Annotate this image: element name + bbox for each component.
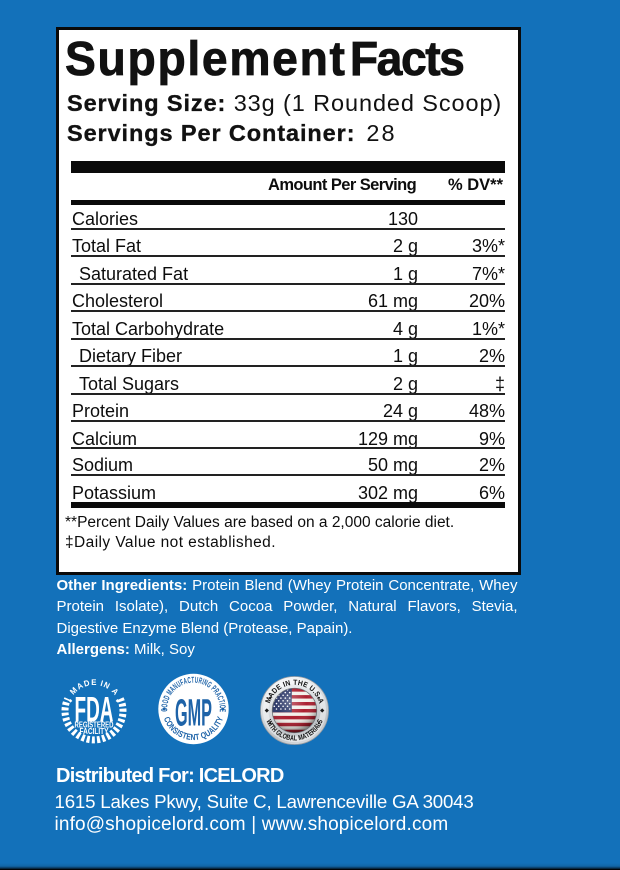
- svg-text:O: O: [281, 732, 288, 741]
- svg-text:N: N: [285, 679, 291, 687]
- svg-text:FDA: FDA: [75, 691, 114, 730]
- svg-text:S: S: [316, 717, 325, 724]
- svg-text:S: S: [176, 729, 185, 740]
- svg-text:C: C: [187, 677, 192, 686]
- svg-text:A: A: [301, 732, 308, 741]
- svg-text:E: E: [307, 729, 315, 738]
- svg-text:T: T: [181, 730, 188, 741]
- svg-text:R: R: [197, 677, 202, 686]
- svg-text:E: E: [275, 683, 283, 692]
- svg-text:G: G: [274, 729, 282, 738]
- svg-text:I: I: [217, 703, 226, 706]
- svg-text:L: L: [315, 721, 324, 728]
- svg-text:A: A: [75, 681, 85, 692]
- svg-text:N: N: [102, 680, 111, 691]
- svg-text:M: M: [265, 696, 274, 704]
- svg-text:C: C: [162, 715, 173, 724]
- svg-text:T: T: [213, 718, 224, 727]
- svg-text:D: D: [163, 695, 172, 702]
- svg-text:Y: Y: [214, 715, 225, 723]
- svg-text:P: P: [209, 685, 217, 694]
- svg-text:N: N: [172, 683, 180, 692]
- svg-text:O: O: [164, 719, 175, 729]
- svg-text:U: U: [307, 684, 315, 693]
- svg-text:L: L: [294, 734, 298, 742]
- svg-text:T: T: [216, 699, 225, 705]
- svg-text:L: L: [210, 723, 220, 733]
- svg-text:D: D: [83, 678, 91, 688]
- svg-text:B: B: [285, 733, 291, 742]
- svg-text:A: A: [267, 691, 276, 699]
- svg-text:I: I: [282, 681, 286, 689]
- svg-text:A: A: [169, 685, 178, 693]
- svg-text:N: N: [167, 722, 178, 733]
- svg-text:T: T: [293, 679, 298, 686]
- svg-text:M: M: [68, 685, 79, 696]
- svg-text:T: T: [191, 676, 195, 685]
- svg-text:A: A: [290, 734, 295, 742]
- svg-text:T: T: [268, 723, 276, 730]
- svg-text:M: M: [298, 733, 304, 742]
- svg-text:M: M: [166, 689, 175, 697]
- svg-text:R: R: [309, 727, 317, 736]
- svg-text:C: C: [217, 705, 226, 709]
- svg-text:H: H: [297, 679, 303, 687]
- svg-text:O: O: [162, 698, 171, 704]
- svg-text:W: W: [264, 718, 274, 727]
- svg-text:U: U: [203, 728, 213, 739]
- svg-text:E: E: [185, 731, 191, 742]
- svg-text:S: S: [171, 725, 181, 736]
- svg-text:N: N: [190, 732, 195, 742]
- svg-text:I: I: [174, 728, 181, 737]
- svg-text:G: G: [205, 681, 213, 690]
- svg-text:I: I: [312, 726, 319, 733]
- svg-text:I: I: [212, 722, 221, 729]
- svg-text:I: I: [99, 679, 104, 688]
- svg-text:A: A: [313, 723, 322, 731]
- svg-text:S: S: [312, 690, 321, 698]
- svg-text:E: E: [217, 709, 226, 713]
- svg-text:FACILITY: FACILITY: [80, 727, 110, 736]
- svg-text:REGISTERED: REGISTERED: [75, 721, 114, 730]
- svg-text:A: A: [183, 677, 189, 686]
- svg-text:T: T: [195, 732, 201, 743]
- svg-text:I: I: [201, 678, 205, 687]
- svg-text:I: I: [267, 722, 275, 728]
- svg-text:L: L: [278, 731, 285, 740]
- svg-text:A: A: [207, 725, 217, 736]
- svg-text:U: U: [175, 680, 182, 689]
- svg-text:O: O: [161, 703, 170, 708]
- svg-text:D: D: [271, 686, 280, 695]
- svg-text:U: U: [194, 677, 198, 686]
- svg-text:Q: Q: [199, 730, 207, 741]
- svg-text:F: F: [179, 679, 185, 688]
- svg-text:E: E: [302, 681, 309, 690]
- svg-text:H: H: [270, 725, 279, 734]
- svg-text:A: A: [316, 697, 325, 704]
- svg-text:.: .: [311, 688, 318, 694]
- svg-text:GMP: GMP: [175, 693, 212, 735]
- svg-text:C: C: [215, 695, 224, 701]
- svg-text:A: A: [110, 686, 121, 697]
- svg-text:R: R: [211, 688, 220, 696]
- svg-text:T: T: [304, 731, 311, 740]
- svg-text:N: N: [202, 679, 209, 688]
- svg-text:A: A: [213, 691, 222, 698]
- svg-text:E: E: [91, 678, 97, 687]
